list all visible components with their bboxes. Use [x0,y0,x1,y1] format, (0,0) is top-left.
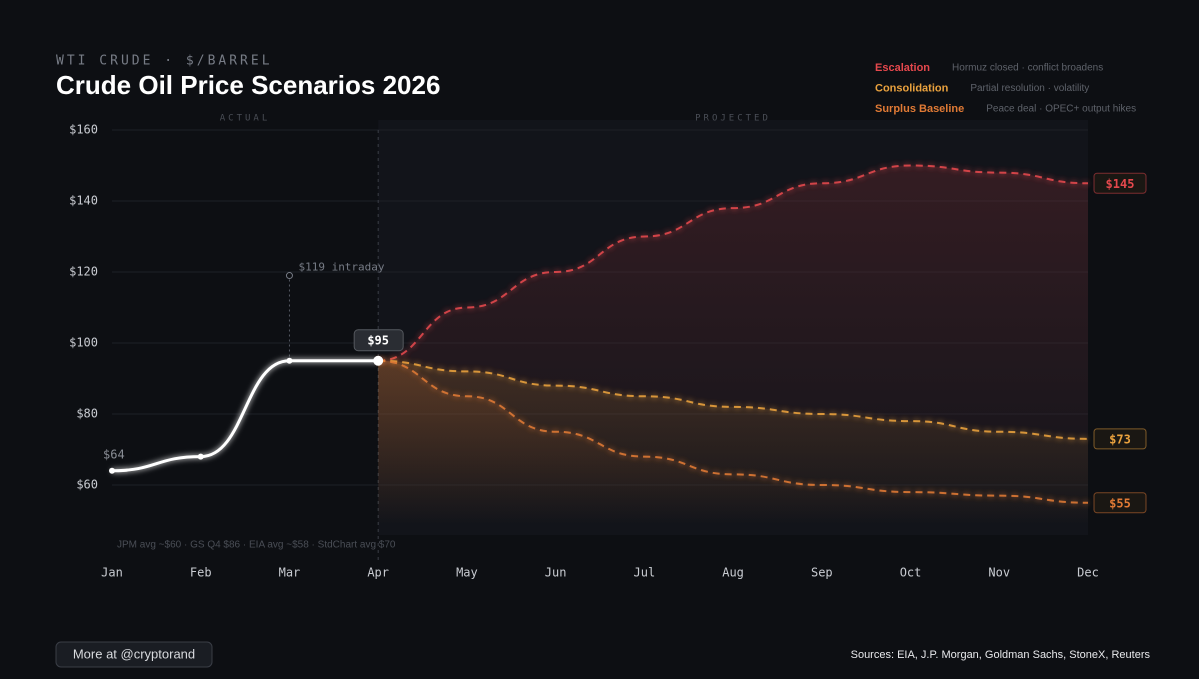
x-tick-label: Dec [1077,566,1099,580]
x-tick-label: Jun [545,566,567,580]
scenario-line [378,359,1089,504]
y-tick-label: $140 [69,194,98,208]
sources: Sources: EIA, J.P. Morgan, Goldman Sachs… [851,649,1151,661]
button[interactable] [55,641,213,668]
actual-point [197,453,204,460]
x-tick-label: Sep [811,566,833,580]
end-label: $73 [1109,432,1131,446]
y-tick-label: $60 [76,478,98,492]
actual-point [373,355,384,366]
actual-point [109,467,115,474]
end-label-box [1093,492,1147,514]
x-tick-label: Feb [190,566,212,580]
region-label: ACTUAL [220,114,271,124]
region-label: PROJECTED [695,114,771,124]
legend-name: Surplus Baseline [875,103,964,115]
note: JPM avg ~$60 · GS Q4 $86 · EIA avg ~$58 … [117,540,396,551]
actual-point [286,357,293,364]
annotation-point [285,272,293,280]
end-label: $55 [1109,496,1131,510]
subtitle: WTI CRUDE · $/BARREL [56,54,273,69]
button-label[interactable]: More at @cryptorand [73,646,195,661]
scenario-area [378,360,1088,525]
legend-name: Consolidation [875,82,949,94]
y-tick-label: $80 [76,407,98,421]
x-tick-label: Jul [634,566,656,580]
legend-description: Partial resolution · volatility [970,83,1089,94]
title: Crude Oil Price Scenarios 2026 [56,70,440,100]
x-tick-label: Apr [367,566,389,580]
value-label: $64 [103,447,125,461]
y-tick-label: $160 [69,123,98,137]
x-tick-label: Nov [988,566,1010,580]
y-tick-label: $100 [69,336,98,350]
value-label-box [353,329,404,352]
x-tick-label: Oct [900,566,922,580]
legend-description: Hormuz closed · conflict broadens [952,63,1103,74]
x-tick-label: May [456,566,478,580]
end-label: $145 [1106,177,1135,191]
x-tick-label: Mar [279,566,301,580]
y-tick-label: $120 [69,265,98,279]
value-label: $95 [367,333,389,347]
x-tick-label: Aug [722,566,744,580]
legend-description: Peace deal · OPEC+ output hikes [986,104,1136,115]
x-tick-label: Jan [101,566,123,580]
scenario-line [378,164,1089,362]
annotation-text: $119 intraday [298,261,384,274]
end-label-box [1093,428,1147,450]
end-label-box [1093,172,1147,194]
actual-line [111,359,379,473]
legend-name: Escalation [875,62,930,74]
